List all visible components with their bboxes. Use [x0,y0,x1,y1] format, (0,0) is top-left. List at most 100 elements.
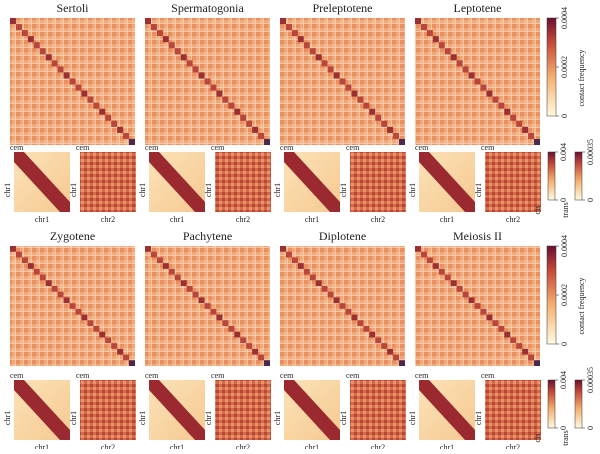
axis-label: chr1 [474,411,483,425]
heatmap-block [192,291,199,298]
colorbar-tick-label: 0 [586,426,595,430]
colorbar-label: contact frequency [577,277,586,334]
cen-label: cem [481,143,495,152]
heatmap-block [426,30,433,37]
heatmap-block [33,42,40,49]
heatmap-block [51,286,58,292]
heatmap-block [240,114,247,121]
heatmap-block [444,48,451,55]
trans-map [215,380,271,440]
heatmap-block [150,24,157,31]
heatmap-block [87,320,94,326]
heatmap-block [291,30,298,37]
heatmap-block [345,308,352,315]
heatmap-block [486,90,493,97]
heatmap-block [510,337,517,344]
heatmap-block [117,126,124,133]
colorbar-tick-label: 0.00035 [586,139,595,165]
axis-label: chr1 [440,443,454,449]
heatmap-block [57,66,64,73]
heatmap-block [21,30,28,37]
heatmap-block [369,331,376,338]
axis-label: chr1 [35,443,49,449]
heatmap-block [345,84,352,91]
heatmap-block [264,360,270,366]
colorbar-tick-label: 0 [560,342,569,346]
heatmap-block [522,348,529,355]
colorbar-label: contact frequency [577,49,586,106]
trans-map [485,152,541,212]
colorbar [546,245,557,345]
heatmap-block [516,120,523,127]
heatmap-block [480,308,487,315]
axis-label: chr1 [69,183,78,197]
axis-label: chr1 [204,183,213,197]
heatmap-block [420,251,427,258]
heatmap-block [145,18,151,25]
colorbar [546,17,557,117]
colorbar [547,151,556,201]
heatmap-block [240,337,247,344]
heatmap-block [315,54,322,61]
heatmap-block [528,132,535,139]
heatmap-block [198,72,205,79]
colorbar-tick-label: 0.00035 [586,367,595,393]
heatmap-block [105,114,112,121]
heatmap-block [246,343,253,349]
heatmap-block [426,257,433,264]
cen-label: cem [415,371,429,380]
heatmap-block [150,251,157,258]
axis-label: chr1 [170,443,184,449]
cis-diagonal [419,152,475,212]
heatmap-block [27,36,34,43]
heatmap-block [99,108,106,115]
cen-label: cem [211,143,225,152]
trans-map [350,380,406,440]
heatmap-block [399,360,405,366]
axis-label: chr2 [371,215,385,224]
heatmap-block [69,78,76,85]
heatmap-block [258,132,265,139]
colorbar-label: cis [533,206,542,215]
heatmap-block [492,96,499,103]
heatmap-block [252,348,259,355]
heatmap-block [375,114,382,121]
cis-diagonal [14,380,70,440]
heatmap-block [258,354,265,361]
colorbar-tick-label: 0.0004 [560,235,569,257]
colorbar-tick-label: 0 [586,198,595,202]
colorbar [547,379,556,429]
cis-diagonal [149,152,205,212]
heatmap-block [498,102,505,109]
heatmap-block [399,138,405,145]
colorbar-label: cis [533,434,542,443]
axis-label: chr1 [3,183,12,197]
heatmap-block [264,138,270,145]
panel-title: Zygotene [50,229,95,243]
heatmap-block [10,18,16,25]
trans-map [80,152,136,212]
heatmap-block [420,24,427,31]
heatmap-block [186,60,193,67]
heatmap-block [123,132,130,139]
heatmap-block [438,268,445,275]
heatmap-block [280,246,286,252]
cis-diagonal [284,380,340,440]
heatmap-block [339,78,346,85]
axis-label: chr1 [35,215,49,224]
colorbar-tick-label: 0.0002 [560,284,569,306]
heatmap-block [327,66,334,73]
heatmap-block [285,24,292,31]
heatmap-block [174,48,181,55]
heatmap-block [516,343,523,349]
heatmap-block [75,84,82,91]
heatmap-block [387,348,394,355]
heatmap-block [393,132,400,139]
cen-label: cem [76,371,90,380]
heatmap-block [51,60,58,67]
heatmap-block [216,314,223,321]
heatmap-block [522,126,529,133]
heatmap-block [174,274,181,281]
heatmap-block [117,348,124,355]
